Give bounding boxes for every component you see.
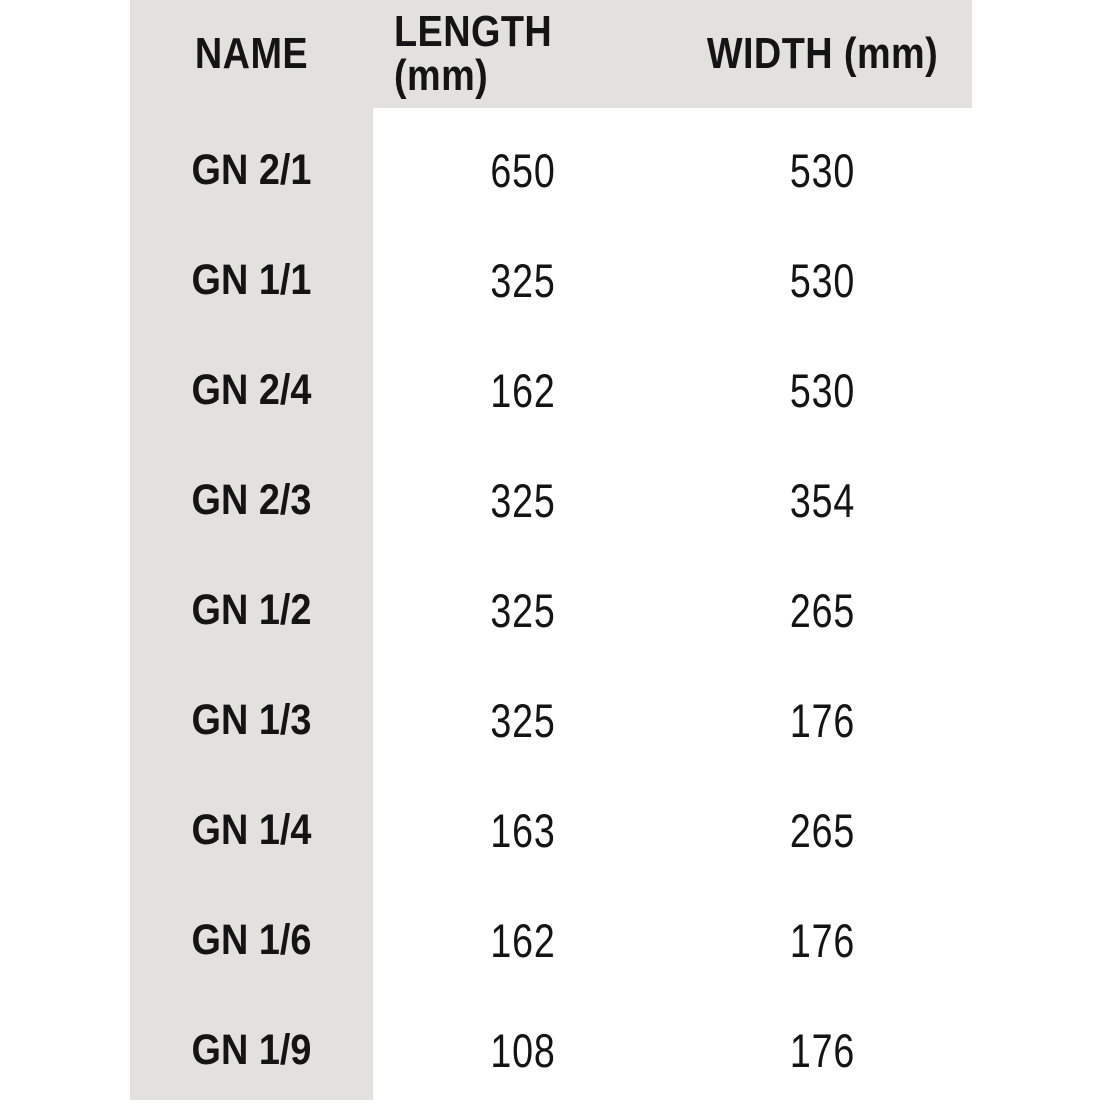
cell-width: 530: [789, 253, 856, 307]
table-row: GN 1/2 325 265: [0, 555, 1100, 665]
cell-name: GN 1/2: [191, 585, 312, 634]
column-header-length: LENGTH (mm): [394, 7, 553, 100]
cell-length: 325: [490, 473, 556, 527]
header-row-background: [130, 0, 972, 108]
cell-width: 176: [789, 693, 856, 747]
cell-length: 163: [490, 803, 556, 857]
column-header-width: WIDTH (mm): [706, 29, 939, 78]
cell-width: 176: [789, 1023, 856, 1077]
name-column-background: [130, 0, 373, 1100]
cell-width: 176: [789, 913, 856, 967]
cell-width: 265: [789, 583, 856, 637]
cell-length: 325: [490, 693, 556, 747]
cell-name: GN 2/4: [191, 365, 312, 414]
cell-name: GN 1/4: [191, 805, 312, 854]
table-row: GN 1/9 108 176: [0, 995, 1100, 1105]
cell-name: GN 1/6: [191, 915, 312, 964]
table-row: GN 1/3 325 176: [0, 665, 1100, 775]
cell-length: 325: [490, 583, 556, 637]
column-header-name: NAME: [194, 29, 309, 78]
table-row: GN 1/4 163 265: [0, 775, 1100, 885]
cell-width: 265: [789, 803, 856, 857]
table-row: GN 1/6 162 176: [0, 885, 1100, 995]
cell-length: 650: [490, 143, 556, 197]
cell-name: GN 1/1: [191, 255, 312, 304]
table-row: GN 1/1 325 530: [0, 225, 1100, 335]
cell-length: 108: [490, 1023, 556, 1077]
table-row: GN 2/1 650 530: [0, 115, 1100, 225]
cell-length: 162: [490, 913, 556, 967]
cell-name: GN 2/1: [191, 145, 312, 194]
cell-name: GN 2/3: [191, 475, 312, 524]
cell-name: GN 1/3: [191, 695, 312, 744]
cell-length: 325: [490, 253, 556, 307]
table-row: GN 2/3 325 354: [0, 445, 1100, 555]
cell-length: 162: [490, 363, 556, 417]
cell-width: 530: [789, 143, 856, 197]
cell-width: 354: [789, 473, 856, 527]
cell-width: 530: [789, 363, 856, 417]
cell-name: GN 1/9: [191, 1025, 312, 1074]
table-header-row: NAME LENGTH (mm) WIDTH (mm): [0, 0, 1100, 108]
table-row: GN 2/4 162 530: [0, 335, 1100, 445]
